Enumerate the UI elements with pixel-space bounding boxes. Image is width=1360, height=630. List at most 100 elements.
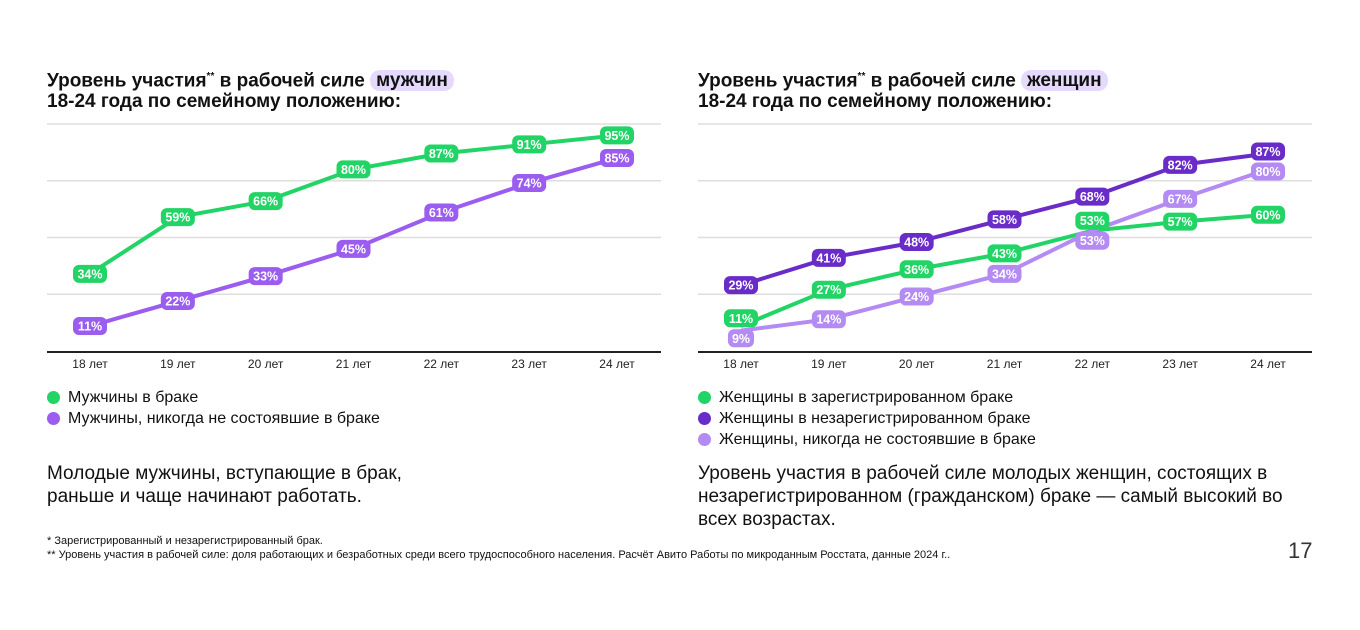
data-label: 11% [729,312,753,326]
data-point: 87% [424,144,459,163]
data-label-bg [1251,162,1285,181]
legend-item: Женщины, никогда не состоявшие в браке [698,429,1036,450]
data-label: 36% [904,263,929,277]
x-tick-label: 23 лет [511,357,547,371]
legend-item: Мужчины в браке [47,387,380,408]
data-label-bg [811,248,846,267]
footnote-1: * Зарегистрированный и незарегистрирован… [47,535,323,547]
data-label-bg [424,144,459,163]
data-label-bg [987,210,1022,229]
right-legend: Женщины в зарегистрированном браке Женщин… [698,387,1036,450]
legend-dot-icon [698,433,711,446]
left-line-chart: 18 лет 19 лет 20 лет 21 лет 22 лет 23 лет 24 л… [47,123,661,371]
data-point: 91% [512,135,547,154]
data-point: 36% [899,260,934,279]
data-point: 33% [248,267,283,286]
page-number: 17 [1288,538,1313,563]
left-chart-title: Уровень участия** в рабочей силе мужчин … [47,66,454,112]
data-label-bg [73,264,107,283]
title-sup: ** [206,71,215,82]
data-point: 67% [1163,189,1198,208]
x-tick-label: 18 лет [723,357,759,371]
right-line-chart: 18 лет 19 лет 20 лет 21 лет 22 лет 23 лет 24 л… [698,123,1312,371]
data-label-bg [811,310,846,329]
data-label: 59% [165,211,190,225]
data-label-bg [600,126,634,145]
data-label: 27% [816,283,841,297]
data-point: 60% [1251,205,1285,224]
data-label: 43% [992,247,1017,261]
data-label-bg [1163,212,1198,231]
data-point: 11% [724,309,758,328]
data-label-bg [424,203,459,222]
x-tick-label: 22 лет [1075,357,1111,371]
data-label: 67% [1168,192,1193,206]
x-tick-label: 24 лет [599,357,635,371]
data-label: 29% [728,279,753,293]
title-line2: 18-24 года по семейному положению: [698,91,1053,113]
data-label: 53% [1080,234,1105,248]
legend-item: Мужчины, никогда не состоявшие в браке [47,408,380,429]
data-point: 85% [600,149,634,168]
x-tick-label: 22 лет [424,357,460,371]
data-label-bg [987,244,1022,263]
data-label-bg [336,160,371,179]
x-tick-label: 19 лет [811,357,847,371]
data-point: 57% [1163,212,1198,231]
footnotes: * Зарегистрированный и незарегистрирован… [47,534,950,562]
data-label-bg [899,260,934,279]
data-label: 14% [816,313,841,327]
data-point: 11% [73,317,107,336]
data-point: 95% [600,126,634,145]
data-point: 66% [248,192,283,211]
data-point: 61% [424,203,459,222]
legend-dot-icon [698,412,711,425]
data-point: 43% [987,244,1022,263]
legend-label: Мужчины в браке [68,388,199,406]
data-label: 85% [604,152,629,166]
data-label-bg [724,276,758,295]
data-label-bg [512,135,547,154]
data-point: 41% [811,248,846,267]
legend-dot-icon [47,412,60,425]
data-label: 48% [904,236,929,250]
data-point: 58% [987,210,1022,229]
footnote-2: ** Уровень участия в рабочей силе: доля … [47,549,951,561]
data-point: 87% [1251,142,1285,161]
data-label-bg [1251,142,1285,161]
data-point: 53% [1075,231,1110,250]
data-label-bg [1163,155,1198,174]
right-chart-title: Уровень участия** в рабочей силе женщин … [698,66,1108,112]
legend-label: Женщины в зарегистрированном браке [719,388,1014,406]
legend-dot-icon [47,391,60,404]
data-point: 68% [1075,187,1110,206]
data-label: 45% [341,242,366,256]
data-label-bg [728,329,754,348]
data-label-bg [248,192,283,211]
data-point: 22% [160,292,195,311]
data-label: 22% [165,295,190,309]
data-label: 80% [1255,165,1280,179]
data-point: 82% [1163,155,1198,174]
data-label: 91% [517,138,542,152]
title-highlight: женщин [1021,70,1108,92]
data-label-bg [73,317,107,336]
data-label: 53% [1080,214,1105,228]
data-label: 57% [1168,215,1193,229]
legend-item: Женщины в незарегистрированном браке [698,408,1036,429]
data-label-bg [1251,205,1285,224]
title-line2: 18-24 года по семейному положению: [47,91,402,113]
data-label-bg [1075,187,1110,206]
data-label: 87% [429,147,454,161]
data-label-bg [160,292,195,311]
x-tick-label: 21 лет [987,357,1023,371]
legend-label: Женщины в незарегистрированном браке [719,409,1031,427]
data-point: 59% [160,208,195,227]
data-point: 48% [899,233,934,252]
title-text: Уровень участия [47,70,207,92]
legend-label: Женщины, никогда не состоявшие в браке [719,430,1036,448]
data-label: 68% [1080,190,1105,204]
data-label: 58% [992,213,1017,227]
data-point: 29% [724,276,758,295]
title-text: в рабочей силе [865,70,1022,92]
